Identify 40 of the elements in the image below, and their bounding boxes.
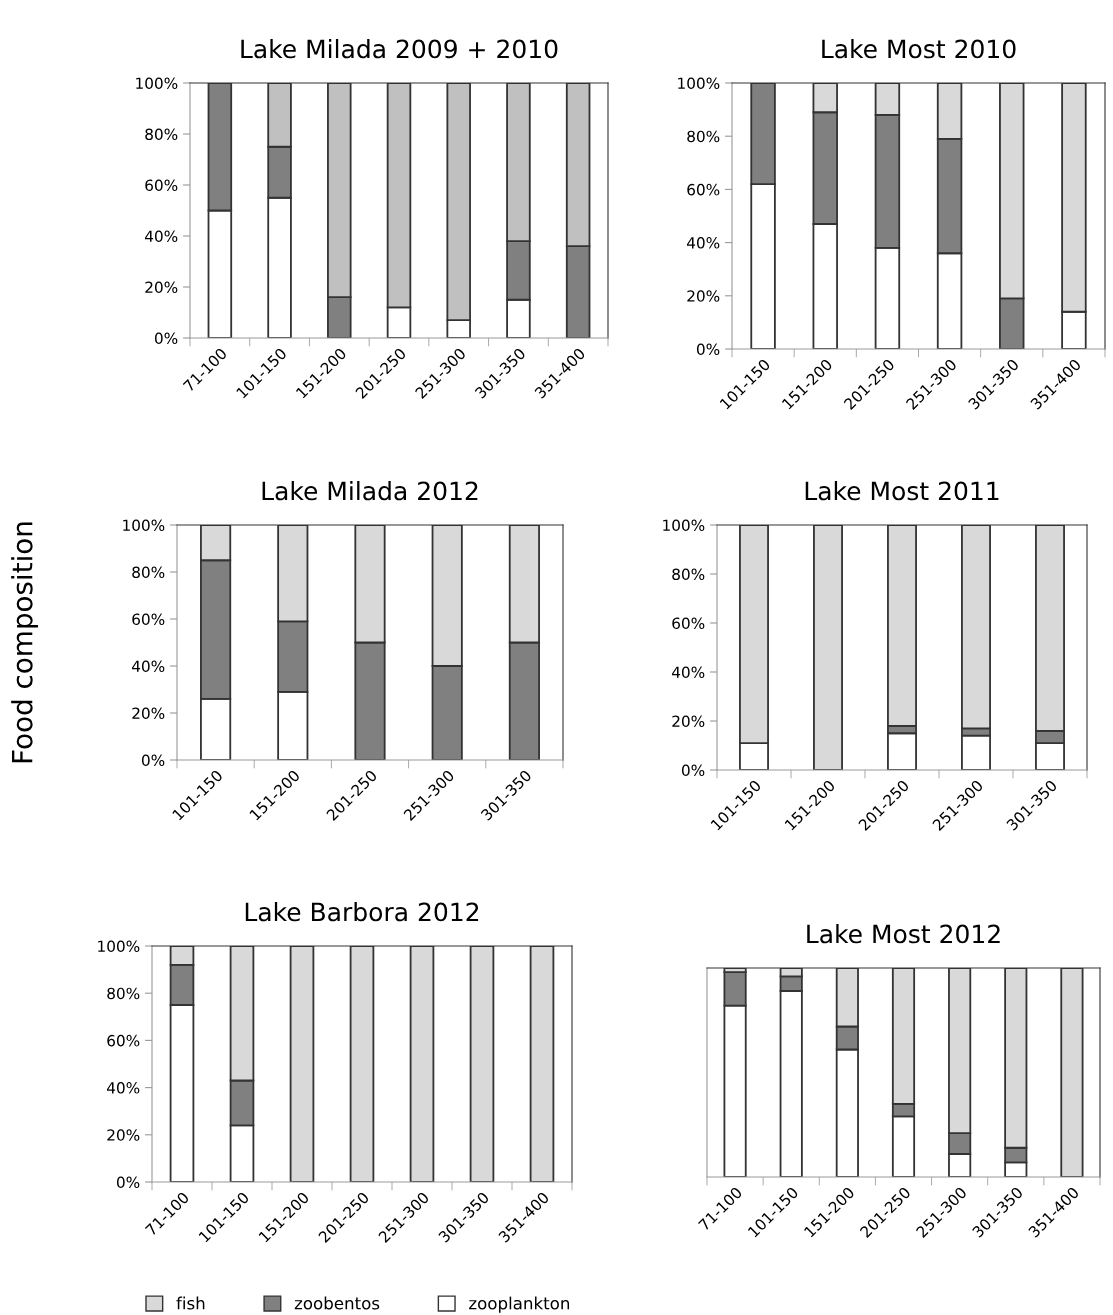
y-tick-label: 60% [107, 1034, 140, 1047]
chart-title: Lake Milada 2012 [262, 481, 478, 501]
y-tick-label: 20% [672, 715, 705, 728]
y-tick-label: 20% [107, 1129, 140, 1141]
y-tick-label: 80% [672, 568, 705, 581]
y-tick-label: 80% [107, 987, 140, 1000]
y-tick-label: 60% [672, 617, 705, 630]
y-tick-label: 20% [132, 707, 165, 720]
y-tick-label: 40% [106, 1082, 140, 1094]
legend-label: fish [176, 1296, 205, 1310]
y-tick-label: 20% [145, 281, 178, 294]
chart-title: Lake Most 2011 [805, 481, 999, 501]
y-tick-label: 100% [98, 940, 140, 953]
chart-title: Lake Most 2012 [807, 924, 1000, 944]
y-tick-label: 60% [132, 613, 165, 626]
y-tick-label: 40% [144, 230, 178, 243]
y-tick-label: 0% [154, 332, 178, 345]
y-tick-label: 40% [131, 660, 165, 673]
y-axis-title: Food composition [11, 522, 39, 763]
y-tick-label: 80% [687, 130, 720, 143]
y-tick-label: 100% [136, 77, 178, 90]
chart-title: Lake Barbora 2012 [245, 902, 479, 922]
y-tick-label: 0% [116, 1176, 140, 1189]
y-tick-label: 40% [686, 237, 720, 249]
legend-label: zooplankton [469, 1296, 570, 1313]
y-tick-label: 60% [145, 179, 178, 192]
y-tick-label: 0% [141, 754, 165, 767]
y-tick-label: 0% [696, 343, 720, 356]
y-tick-label: 80% [145, 128, 178, 141]
chart-title: Lake Milada 2009 + 2010 [241, 39, 558, 59]
y-tick-label: 0% [681, 764, 705, 777]
chart-title: Lake Most 2010 [822, 39, 1016, 59]
y-tick-label: 40% [671, 666, 705, 679]
y-tick-label: 100% [663, 519, 705, 532]
y-tick-label: 60% [687, 183, 720, 196]
legend-label: zoobentos [294, 1296, 380, 1310]
y-tick-label: 80% [132, 566, 165, 579]
y-tick-label: 100% [678, 77, 720, 90]
y-tick-label: 100% [123, 519, 165, 532]
y-tick-label: 20% [687, 290, 720, 302]
